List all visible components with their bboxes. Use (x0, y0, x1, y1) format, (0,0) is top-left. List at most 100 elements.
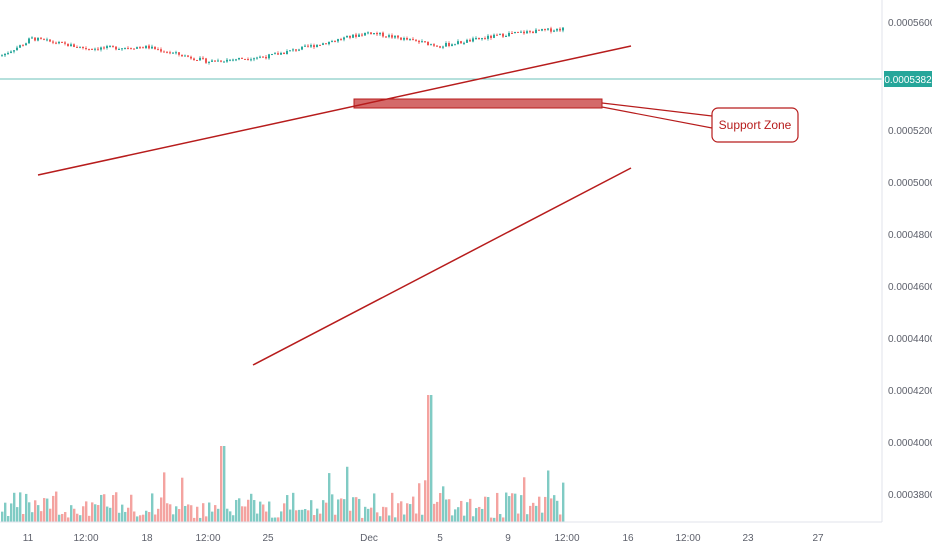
candle-body (307, 45, 309, 47)
candle-body (319, 44, 321, 46)
volume-bar (280, 511, 283, 522)
candle-body (355, 34, 357, 37)
volume-bar (538, 496, 541, 522)
x-tick-label: 12:00 (195, 533, 220, 544)
volume-bar (424, 480, 427, 522)
candle-body (130, 48, 132, 50)
upper-trendline (37, 45, 632, 176)
volume-bar (469, 498, 472, 522)
x-tick-label: 27 (812, 533, 824, 544)
volume-bar (514, 493, 517, 522)
volume-bar (397, 503, 400, 522)
x-tick-label: 12:00 (73, 533, 98, 544)
volume-bar (379, 516, 382, 522)
candle-body (496, 34, 498, 36)
volume-bar (325, 502, 328, 522)
candle-body (100, 47, 102, 50)
candle-body (43, 38, 45, 40)
candle-body (184, 55, 186, 57)
candle-body (52, 41, 54, 43)
volume-bar (61, 513, 64, 522)
candle-body (49, 39, 51, 42)
candle-body (304, 45, 306, 47)
volume-bar (439, 493, 442, 522)
candle-body (310, 45, 312, 47)
volume-bar (475, 508, 478, 522)
volume-bar (250, 493, 253, 522)
volume-bar (10, 503, 13, 522)
candle-body (316, 44, 318, 48)
candle-body (40, 37, 42, 39)
candle-body (223, 61, 225, 63)
volume-bar (229, 511, 232, 522)
time-axis[interactable]: 11 12:00 18 12:00 25 Dec 5 9 12:00 16 12:00 23 27 (23, 533, 824, 544)
volume-bar (262, 504, 265, 522)
volume-bar (376, 512, 379, 522)
volume-bar (535, 505, 538, 522)
candle-body (286, 51, 288, 55)
candle-body (466, 39, 468, 43)
volume-bar (361, 517, 364, 522)
candle-body (10, 51, 12, 53)
volume-bar (181, 477, 184, 522)
candle-body (511, 32, 513, 34)
candle-body (454, 44, 456, 46)
candle-body (346, 35, 348, 38)
volume-bar (304, 509, 307, 522)
candle-body (412, 38, 414, 40)
volume-bar (457, 507, 460, 522)
volume-bar (109, 507, 112, 522)
candle-body (490, 35, 492, 38)
candle-body (562, 27, 564, 31)
candle-body (4, 53, 6, 56)
candle-body (178, 52, 180, 55)
volume-bar (367, 508, 370, 522)
volume-bar (22, 514, 25, 522)
volume-bar (307, 510, 310, 522)
candle-body (97, 48, 99, 50)
candle-body (226, 59, 228, 62)
volume-bar (259, 501, 262, 522)
candle-body (229, 59, 231, 61)
candle-body (295, 49, 297, 51)
volume-bar (343, 499, 346, 522)
volume-bar (313, 515, 316, 522)
volume-bar (166, 503, 169, 522)
candle-body (151, 46, 153, 49)
x-tick-label: 9 (505, 533, 511, 544)
volume-bar (169, 504, 172, 522)
price-axis[interactable]: 0.0005600 0.0005200 0.0005000 0.0004800 0.00… (888, 18, 932, 501)
candle-body (313, 45, 315, 48)
candle-body (112, 46, 114, 48)
candle-body (385, 36, 387, 38)
candle-body (334, 41, 336, 43)
volume-bar (211, 511, 214, 522)
volume-bar (541, 512, 544, 522)
candle-body (322, 43, 324, 45)
volume-bar (208, 502, 211, 522)
candle-body (70, 44, 72, 47)
candle-body (37, 37, 39, 41)
volume-bar (322, 500, 325, 522)
candle-body (103, 47, 105, 49)
volume-bar (124, 511, 127, 522)
volume-bar (49, 508, 52, 522)
candle-body (343, 37, 345, 40)
volume-bar (430, 395, 433, 522)
volume-bar (502, 517, 505, 522)
candle-body (358, 34, 360, 37)
volume-bar (28, 502, 31, 522)
volume-bar (4, 502, 7, 522)
volume-bar (46, 498, 49, 522)
candle-body (256, 57, 258, 59)
candle-body (364, 32, 366, 36)
volume-bar (106, 506, 109, 522)
x-tick-label: 25 (262, 533, 274, 544)
volume-bar (97, 505, 100, 522)
volume-bar (553, 495, 556, 522)
volume-bar (85, 501, 88, 522)
volume-bar (490, 517, 493, 522)
volume-bar (334, 514, 337, 522)
volume-bar (187, 504, 190, 522)
